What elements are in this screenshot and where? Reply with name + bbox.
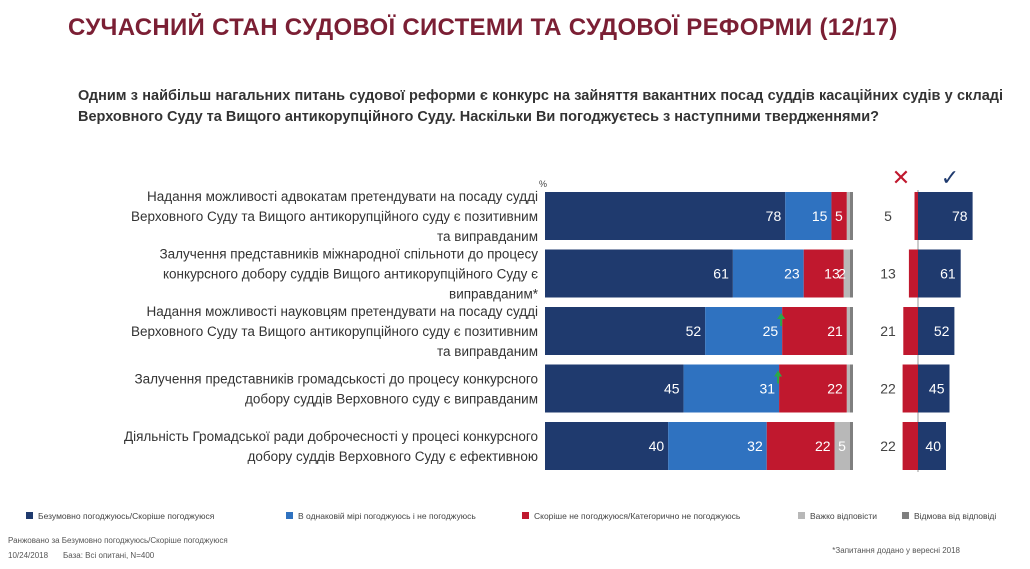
data-label: 22 [827, 381, 843, 397]
data-label: 52 [686, 323, 702, 339]
up-arrow-icon [774, 370, 783, 384]
survey-question: Одним з найбільш нагальних питань судово… [78, 88, 1003, 125]
legend-swatch [902, 512, 909, 519]
bar-segment-1 [545, 192, 786, 240]
agree-total: 61 [940, 266, 956, 282]
data-label: 32 [747, 438, 763, 454]
agree-summary-bar [918, 422, 946, 470]
bar-segment-3 [779, 364, 847, 413]
agree-total: 40 [925, 438, 941, 454]
bar-segment-5 [849, 364, 853, 413]
bar-segment-1 [545, 364, 684, 413]
bar-segment-5 [849, 307, 853, 355]
agree-total: 78 [952, 208, 968, 224]
data-label: 25 [763, 323, 779, 339]
bar-segment-2 [705, 307, 783, 355]
ranking-footnote: Ранжовано за Безумовно погоджуюсь/Скоріш… [8, 536, 228, 545]
category-label: Надання можливості науковцям претендуват… [147, 304, 538, 319]
disagree-summary-bar [914, 192, 918, 240]
bar-segment-5 [849, 249, 853, 298]
disagree-total: 22 [880, 438, 896, 454]
bar-segment-1 [545, 249, 733, 298]
legend-swatch [286, 512, 293, 519]
bar-segment-2 [668, 422, 767, 470]
category-label: Надання можливості адвокатам претендуват… [147, 189, 538, 204]
legend-swatch [522, 512, 529, 519]
bar-segment-4 [843, 249, 850, 298]
bar-segment-5 [849, 422, 853, 470]
bar-segment-5 [849, 192, 853, 240]
bar-segment-3 [766, 422, 835, 470]
bar-segment-4 [846, 192, 850, 240]
legend-swatch [26, 512, 33, 519]
disagree-summary-bar [902, 364, 918, 413]
agree-summary-bar [918, 192, 973, 240]
disagree-total: 21 [880, 323, 896, 339]
data-label: 31 [760, 381, 776, 397]
report-date: 10/24/2018 [8, 551, 49, 560]
data-label: 61 [713, 266, 729, 282]
agree-summary-bar [918, 364, 950, 413]
data-label: 45 [664, 381, 680, 397]
disagree-total: 22 [880, 381, 896, 397]
disagree-total: 5 [884, 208, 892, 224]
agree-total: 52 [934, 323, 950, 339]
up-arrow-icon [777, 313, 786, 326]
legend-label: Безумовно погоджуюсь/Скоріше погоджуюся [38, 511, 215, 521]
category-label: та виправданим [437, 344, 538, 359]
data-label: 5 [835, 208, 843, 224]
legend-swatch [798, 512, 805, 519]
data-label: 15 [812, 208, 828, 224]
data-label: 13 [824, 266, 840, 282]
data-label: 23 [784, 266, 800, 282]
bar-segment-3 [782, 307, 847, 355]
agree-summary-bar [918, 307, 955, 355]
data-label: 78 [766, 208, 782, 224]
bar-segment-2 [785, 192, 832, 240]
category-label: Діяльність Громадської ради доброчесност… [124, 429, 538, 444]
category-label: конкурсного добору суддів Вищого антикор… [163, 267, 538, 282]
bar-segment-4 [846, 307, 850, 355]
agree-total: 45 [929, 381, 945, 397]
legend-label: Важко відповісти [810, 511, 877, 521]
data-label: 2 [838, 266, 846, 282]
data-label: 40 [649, 438, 665, 454]
agree-summary-bar [918, 249, 961, 298]
bar-segment-4 [846, 364, 850, 413]
check-icon: ✓ [941, 165, 959, 190]
legend-label: Скоріше не погоджуюся/Категорично не пог… [534, 511, 741, 521]
bar-segment-3 [831, 192, 847, 240]
category-label: Залучення представників громадськості до… [135, 372, 538, 387]
bar-segment-1 [545, 422, 669, 470]
page-title: СУЧАСНИЙ СТАН СУДОВОЇ СИСТЕМИ ТА СУДОВОЇ… [68, 14, 898, 41]
data-label: 22 [815, 438, 831, 454]
question-added-footnote: *Запитання додано у вересні 2018 [832, 546, 960, 555]
category-label: Верховного Суду та Вищого антикорупційно… [131, 324, 538, 339]
bar-segment-2 [683, 364, 780, 413]
disagree-total: 13 [880, 266, 896, 282]
legend-label: В однаковій мірі погоджуюсь і не погоджу… [298, 511, 476, 521]
bar-segment-4 [834, 422, 850, 470]
category-label: добору суддів Верховного суду є виправда… [245, 392, 538, 407]
legend-label: Відмова від відповіді [914, 511, 996, 521]
disagree-summary-bar [903, 307, 918, 355]
disagree-summary-bar [908, 249, 918, 298]
disagree-summary-bar [902, 422, 918, 470]
category-label: Верховного Суду та Вищого антикорупційно… [131, 209, 538, 224]
category-label: добору суддів Верховного Суду є ефективн… [248, 449, 538, 464]
cross-icon: ✕ [892, 165, 910, 190]
category-label: виправданим* [449, 287, 539, 302]
unit-label: % [539, 179, 547, 189]
bar-segment-1 [545, 307, 706, 355]
data-label: 21 [827, 323, 843, 339]
sample-base: База: Всі опитані, N=400 [63, 551, 155, 560]
category-label: Залучення представників міжнародної спіл… [160, 247, 539, 262]
bar-segment-3 [803, 249, 844, 298]
category-label: та виправданим [437, 229, 538, 244]
bar-segment-2 [732, 249, 804, 298]
data-label: 5 [838, 438, 846, 454]
